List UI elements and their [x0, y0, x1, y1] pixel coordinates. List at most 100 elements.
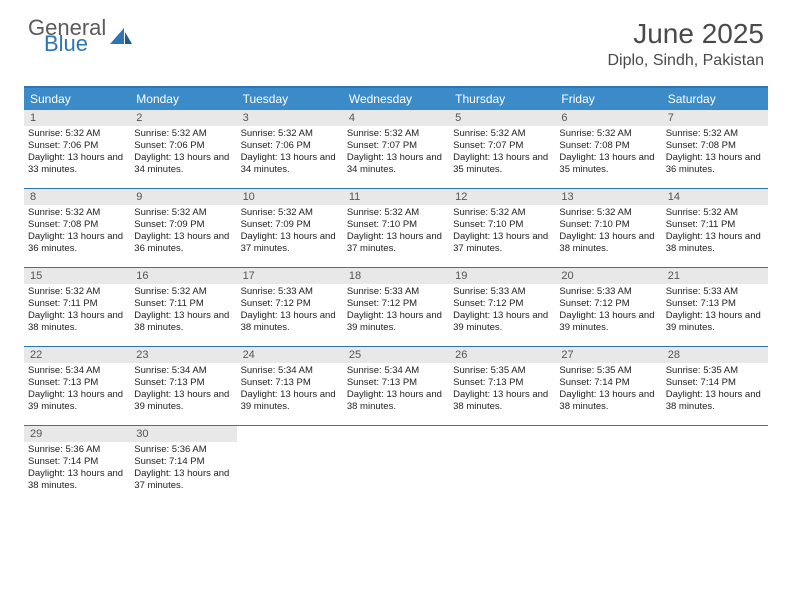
day-content: Sunrise: 5:34 AMSunset: 7:13 PMDaylight:… — [237, 363, 343, 415]
day-cell: 23 Sunrise: 5:34 AMSunset: 7:13 PMDayligh… — [130, 347, 236, 425]
daylight-text: Daylight: 13 hours and 38 minutes. — [28, 310, 126, 334]
sunrise-text: Sunrise: 5:32 AM — [134, 286, 232, 298]
day-number: 5 — [449, 110, 555, 126]
day-cell: 11Sunrise: 5:32 AMSunset: 7:10 PMDayligh… — [343, 189, 449, 267]
day-number: 12 — [449, 189, 555, 205]
empty-cell — [662, 426, 768, 504]
sunrise-text: Sunrise: 5:33 AM — [559, 286, 657, 298]
daylight-text: Daylight: 13 hours and 38 minutes. — [666, 231, 764, 255]
day-number: 23 — [130, 347, 236, 363]
sunrise-text: Sunrise: 5:32 AM — [347, 207, 445, 219]
sunrise-text: Sunrise: 5:35 AM — [559, 365, 657, 377]
day-content: Sunrise: 5:32 AMSunset: 7:09 PMDaylight:… — [237, 205, 343, 257]
day-number: 9 — [130, 189, 236, 205]
day-number: 21 — [662, 268, 768, 284]
daylight-text: Daylight: 13 hours and 38 minutes. — [666, 389, 764, 413]
sunset-text: Sunset: 7:08 PM — [28, 219, 126, 231]
day-content: Sunrise: 5:32 AMSunset: 7:09 PMDaylight:… — [130, 205, 236, 257]
sunrise-text: Sunrise: 5:35 AM — [453, 365, 551, 377]
sunrise-text: Sunrise: 5:32 AM — [241, 207, 339, 219]
day-header: Tuesday — [237, 88, 343, 110]
day-number: 18 — [343, 268, 449, 284]
day-cell: 2Sunrise: 5:32 AMSunset: 7:06 PMDaylight… — [130, 110, 236, 188]
day-content: Sunrise: 5:32 AMSunset: 7:08 PMDaylight:… — [24, 205, 130, 257]
sunset-text: Sunset: 7:09 PM — [134, 219, 232, 231]
daylight-text: Daylight: 13 hours and 39 minutes. — [134, 389, 232, 413]
sunrise-text: Sunrise: 5:36 AM — [134, 444, 232, 456]
sunset-text: Sunset: 7:11 PM — [134, 298, 232, 310]
daylight-text: Daylight: 13 hours and 36 minutes. — [666, 152, 764, 176]
day-content: Sunrise: 5:32 AMSunset: 7:10 PMDaylight:… — [555, 205, 661, 257]
day-cell: 18Sunrise: 5:33 AMSunset: 7:12 PMDayligh… — [343, 268, 449, 346]
logo: General Blue — [28, 18, 132, 54]
sunset-text: Sunset: 7:07 PM — [453, 140, 551, 152]
day-number: 28 — [662, 347, 768, 363]
month-title: June 2025 — [607, 18, 764, 50]
day-number: 29 — [24, 426, 130, 442]
day-content: Sunrise: 5:32 AMSunset: 7:06 PMDaylight:… — [130, 126, 236, 178]
day-content: Sunrise: 5:32 AMSunset: 7:10 PMDaylight:… — [343, 205, 449, 257]
sunrise-text: Sunrise: 5:32 AM — [559, 128, 657, 140]
day-cell: 8Sunrise: 5:32 AMSunset: 7:08 PMDaylight… — [24, 189, 130, 267]
sunset-text: Sunset: 7:06 PM — [28, 140, 126, 152]
sunset-text: Sunset: 7:08 PM — [559, 140, 657, 152]
day-number: 24 — [237, 347, 343, 363]
sunset-text: Sunset: 7:13 PM — [241, 377, 339, 389]
location-text: Diplo, Sindh, Pakistan — [607, 52, 764, 70]
sunset-text: Sunset: 7:13 PM — [666, 298, 764, 310]
daylight-text: Daylight: 13 hours and 36 minutes. — [134, 231, 232, 255]
week-row: 22Sunrise: 5:34 AMSunset: 7:13 PMDayligh… — [24, 347, 768, 426]
sunset-text: Sunset: 7:14 PM — [559, 377, 657, 389]
day-content: Sunrise: 5:33 AMSunset: 7:13 PMDaylight:… — [662, 284, 768, 336]
sunrise-text: Sunrise: 5:34 AM — [241, 365, 339, 377]
sunset-text: Sunset: 7:13 PM — [453, 377, 551, 389]
day-content: Sunrise: 5:36 AMSunset: 7:14 PMDaylight:… — [130, 442, 236, 494]
day-cell: 26Sunrise: 5:35 AMSunset: 7:13 PMDayligh… — [449, 347, 555, 425]
day-number: 4 — [343, 110, 449, 126]
day-content: Sunrise: 5:33 AMSunset: 7:12 PMDaylight:… — [449, 284, 555, 336]
week-row: 8Sunrise: 5:32 AMSunset: 7:08 PMDaylight… — [24, 189, 768, 268]
empty-cell — [343, 426, 449, 504]
sunrise-text: Sunrise: 5:34 AM — [134, 365, 232, 377]
sunrise-text: Sunrise: 5:32 AM — [453, 207, 551, 219]
sunrise-text: Sunrise: 5:35 AM — [666, 365, 764, 377]
day-content: Sunrise: 5:33 AMSunset: 7:12 PMDaylight:… — [343, 284, 449, 336]
day-number: 25 — [343, 347, 449, 363]
sunset-text: Sunset: 7:12 PM — [453, 298, 551, 310]
day-number: 3 — [237, 110, 343, 126]
empty-cell — [237, 426, 343, 504]
sunset-text: Sunset: 7:11 PM — [28, 298, 126, 310]
day-header: Saturday — [662, 88, 768, 110]
sunset-text: Sunset: 7:06 PM — [134, 140, 232, 152]
day-number: 11 — [343, 189, 449, 205]
day-cell: 15Sunrise: 5:32 AMSunset: 7:11 PMDayligh… — [24, 268, 130, 346]
daylight-text: Daylight: 13 hours and 39 minutes. — [241, 389, 339, 413]
calendar: SundayMondayTuesdayWednesdayThursdayFrid… — [24, 86, 768, 504]
day-cell: 13Sunrise: 5:32 AMSunset: 7:10 PMDayligh… — [555, 189, 661, 267]
daylight-text: Daylight: 13 hours and 34 minutes. — [134, 152, 232, 176]
sunset-text: Sunset: 7:13 PM — [134, 377, 232, 389]
day-number: 15 — [24, 268, 130, 284]
day-content: Sunrise: 5:33 AMSunset: 7:12 PMDaylight:… — [237, 284, 343, 336]
sunrise-text: Sunrise: 5:32 AM — [134, 207, 232, 219]
day-cell: 4Sunrise: 5:32 AMSunset: 7:07 PMDaylight… — [343, 110, 449, 188]
daylight-text: Daylight: 13 hours and 38 minutes. — [28, 468, 126, 492]
day-number: 26 — [449, 347, 555, 363]
day-content: Sunrise: 5:35 AMSunset: 7:13 PMDaylight:… — [449, 363, 555, 415]
sunrise-text: Sunrise: 5:34 AM — [28, 365, 126, 377]
day-number: 1 — [24, 110, 130, 126]
daylight-text: Daylight: 13 hours and 36 minutes. — [28, 231, 126, 255]
day-number: 6 — [555, 110, 661, 126]
day-cell: 16Sunrise: 5:32 AMSunset: 7:11 PMDayligh… — [130, 268, 236, 346]
day-cell: 28Sunrise: 5:35 AMSunset: 7:14 PMDayligh… — [662, 347, 768, 425]
sunset-text: Sunset: 7:09 PM — [241, 219, 339, 231]
daylight-text: Daylight: 13 hours and 37 minutes. — [453, 231, 551, 255]
daylight-text: Daylight: 13 hours and 37 minutes. — [241, 231, 339, 255]
empty-cell — [449, 426, 555, 504]
day-cell: 24Sunrise: 5:34 AMSunset: 7:13 PMDayligh… — [237, 347, 343, 425]
sunset-text: Sunset: 7:14 PM — [28, 456, 126, 468]
day-number: 22 — [24, 347, 130, 363]
sunset-text: Sunset: 7:13 PM — [28, 377, 126, 389]
day-cell: 19Sunrise: 5:33 AMSunset: 7:12 PMDayligh… — [449, 268, 555, 346]
day-content: Sunrise: 5:32 AMSunset: 7:06 PMDaylight:… — [237, 126, 343, 178]
